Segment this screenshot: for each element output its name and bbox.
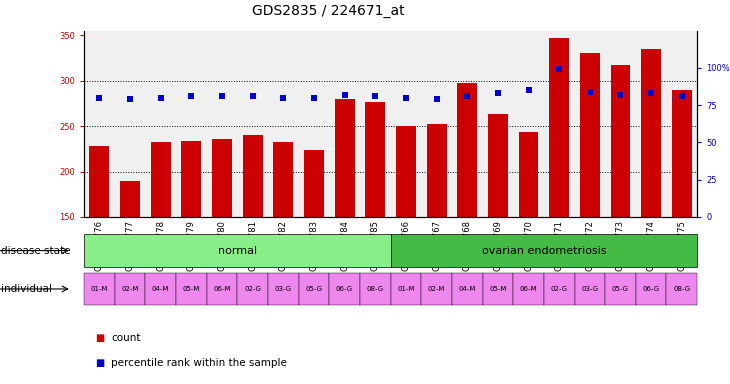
Bar — [299, 273, 329, 305]
Bar — [457, 83, 477, 217]
Point — [400, 95, 412, 101]
Bar — [115, 273, 145, 305]
Text: individual: individual — [1, 284, 53, 294]
Text: 06-G: 06-G — [336, 286, 353, 292]
Point — [369, 93, 381, 99]
Point — [308, 95, 320, 101]
Bar — [610, 65, 631, 217]
Text: ■: ■ — [95, 358, 104, 368]
Bar — [518, 132, 539, 217]
Bar — [421, 273, 452, 305]
Point — [155, 95, 166, 101]
Bar — [513, 273, 544, 305]
Text: normal: normal — [218, 245, 257, 256]
Point — [492, 90, 504, 96]
Text: 01-M: 01-M — [397, 286, 415, 292]
Point — [185, 93, 197, 99]
Text: 03-G: 03-G — [274, 286, 292, 292]
Bar — [549, 38, 569, 217]
Point — [461, 93, 473, 99]
Text: 05-M: 05-M — [489, 286, 507, 292]
Text: 08-G: 08-G — [366, 286, 384, 292]
Bar — [365, 103, 385, 217]
Bar — [396, 126, 416, 217]
Text: count: count — [111, 333, 140, 343]
Bar — [150, 142, 171, 217]
Text: 06-M: 06-M — [213, 286, 231, 292]
Bar — [181, 141, 201, 217]
Bar — [426, 124, 447, 217]
Text: 04-M: 04-M — [152, 286, 169, 292]
Bar — [672, 90, 692, 217]
Bar — [666, 273, 697, 305]
Bar — [488, 114, 508, 217]
Text: 06-M: 06-M — [520, 286, 537, 292]
Bar — [268, 273, 299, 305]
Point — [584, 89, 596, 95]
Point — [645, 90, 657, 96]
Bar — [89, 146, 110, 217]
Bar — [84, 234, 391, 267]
Bar — [212, 139, 232, 217]
Point — [615, 92, 626, 98]
Point — [553, 66, 565, 73]
Bar — [176, 273, 207, 305]
Bar — [304, 150, 324, 217]
Text: 05-G: 05-G — [612, 286, 629, 292]
Text: 03-G: 03-G — [581, 286, 599, 292]
Bar — [575, 273, 605, 305]
Bar — [544, 273, 575, 305]
Bar — [636, 273, 666, 305]
Text: 02-M: 02-M — [428, 286, 445, 292]
Text: percentile rank within the sample: percentile rank within the sample — [111, 358, 287, 368]
Text: 08-G: 08-G — [673, 286, 691, 292]
Bar — [580, 53, 600, 217]
Point — [523, 87, 534, 93]
Bar — [237, 273, 268, 305]
Bar — [452, 273, 483, 305]
Point — [216, 93, 228, 99]
Text: 05-M: 05-M — [182, 286, 200, 292]
Bar — [207, 273, 237, 305]
Bar — [605, 273, 636, 305]
Text: 02-M: 02-M — [121, 286, 139, 292]
Bar — [641, 49, 661, 217]
Bar — [334, 99, 355, 217]
Point — [124, 96, 136, 102]
Point — [93, 95, 105, 101]
Point — [431, 96, 442, 102]
Point — [676, 93, 688, 99]
Bar — [145, 273, 176, 305]
Point — [247, 93, 258, 99]
Point — [277, 95, 289, 101]
Text: 02-G: 02-G — [550, 286, 568, 292]
Text: 05-G: 05-G — [305, 286, 323, 292]
Bar — [360, 273, 391, 305]
Bar — [120, 180, 140, 217]
Bar — [483, 273, 513, 305]
Text: ovarian endometriosis: ovarian endometriosis — [482, 245, 606, 256]
Bar — [84, 273, 115, 305]
Text: disease state: disease state — [1, 245, 71, 256]
Bar — [329, 273, 360, 305]
Bar — [391, 273, 421, 305]
Bar — [273, 142, 293, 217]
Text: 01-M: 01-M — [91, 286, 108, 292]
Text: 04-M: 04-M — [458, 286, 476, 292]
Text: 06-G: 06-G — [642, 286, 660, 292]
Text: 02-G: 02-G — [244, 286, 261, 292]
Point — [339, 92, 350, 98]
Bar — [391, 234, 697, 267]
Text: ■: ■ — [95, 333, 104, 343]
Text: GDS2835 / 224671_at: GDS2835 / 224671_at — [252, 4, 405, 18]
Bar — [242, 135, 263, 217]
